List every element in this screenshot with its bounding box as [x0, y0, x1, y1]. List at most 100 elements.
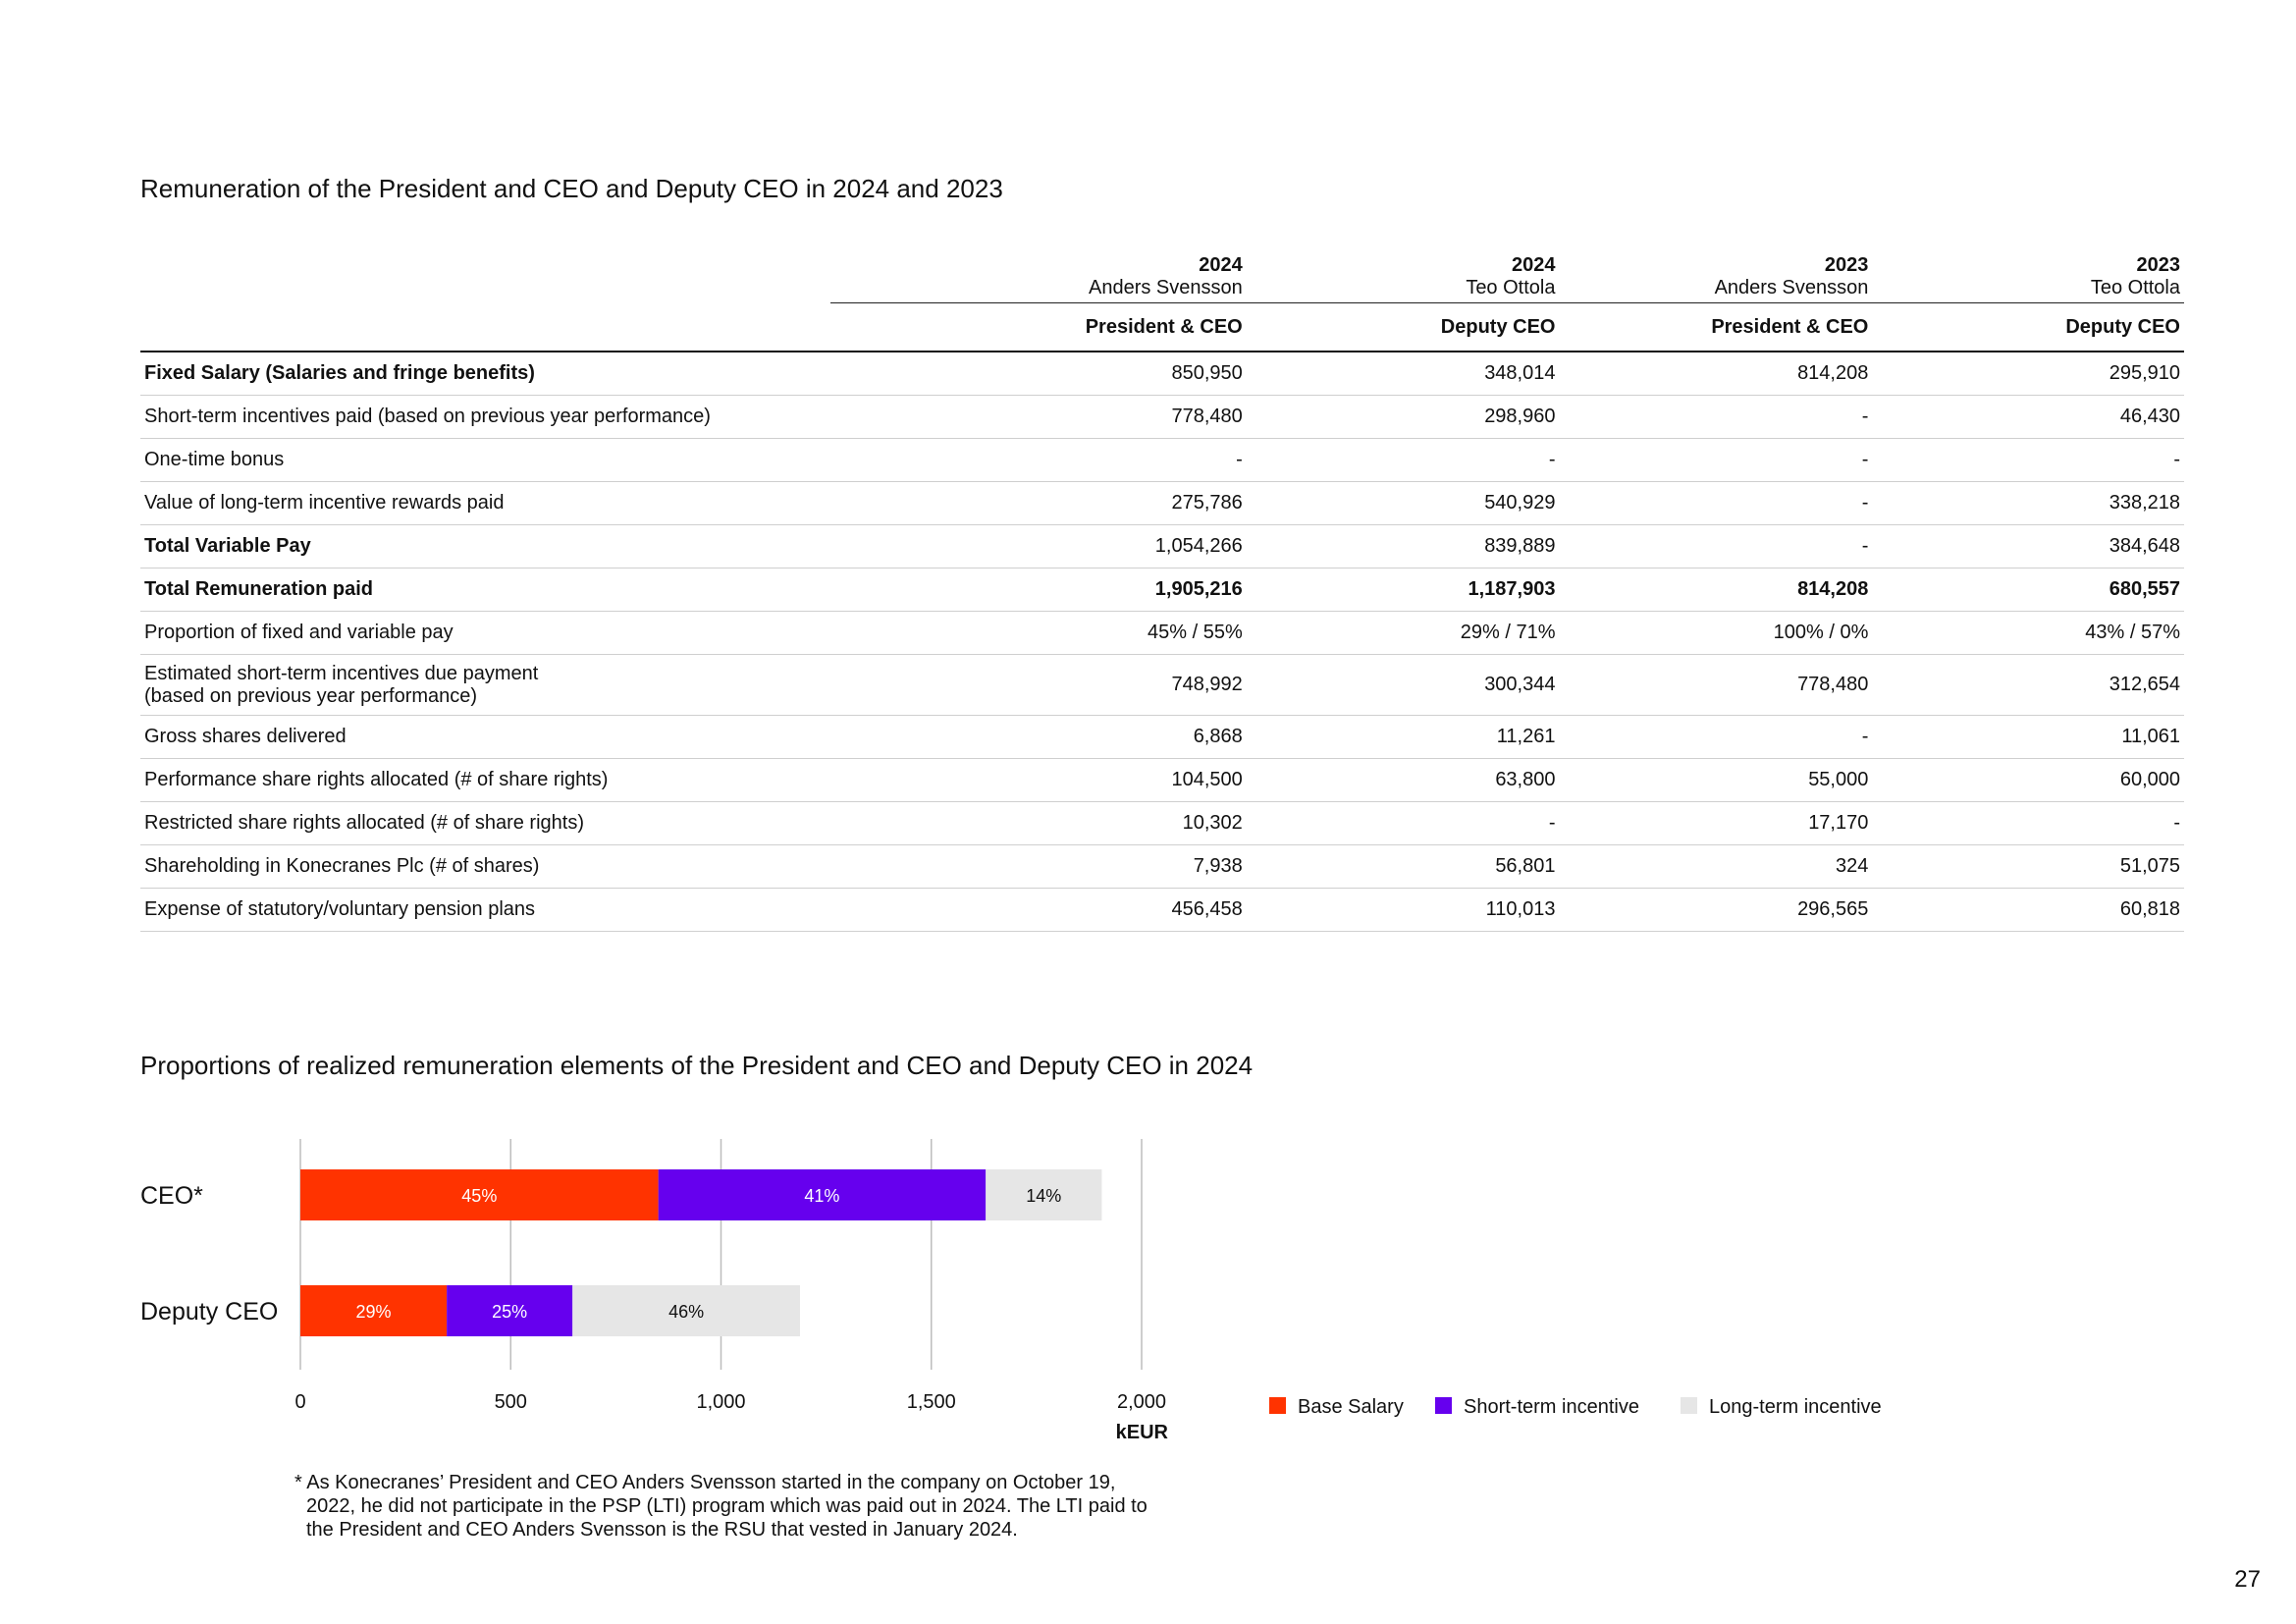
table-cell: 324	[1559, 844, 1873, 889]
table-row: Estimated short-term incentives due paym…	[140, 654, 2184, 716]
table-cell: 850,950	[968, 352, 1247, 396]
x-tick-label: 1,000	[696, 1391, 745, 1413]
row-label: Total Remuneration paid	[140, 568, 830, 612]
table-cell: -	[1872, 438, 2184, 482]
table-cell: 10,302	[968, 801, 1247, 845]
table-row: Gross shares delivered 6,868 11,261 - 11…	[140, 715, 2184, 759]
table-cell: 295,910	[1872, 352, 2184, 396]
data-label: 41%	[804, 1186, 839, 1206]
column-year: 2023	[2136, 254, 2181, 276]
table-cell: 298,960	[1246, 395, 1560, 439]
table-cell: -	[1246, 438, 1560, 482]
page-number: 27	[2234, 1566, 2261, 1593]
row-label-line: Estimated short-term incentives due paym…	[144, 662, 539, 684]
table-row: Short-term incentives paid (based on pre…	[140, 395, 2184, 439]
data-label: 45%	[461, 1186, 497, 1206]
table-cell: 51,075	[1872, 844, 2184, 889]
column-person: Teo Ottola	[1246, 277, 1560, 303]
category-label: CEO*	[140, 1182, 203, 1210]
table-cell: 456,458	[968, 888, 1247, 932]
footnote-text: * As Konecranes’ President and CEO Ander…	[294, 1472, 1148, 1541]
bar-segment	[658, 1169, 987, 1220]
table-cell: 814,208	[1559, 352, 1873, 396]
table-cell: 45% / 55%	[968, 611, 1247, 655]
legend-label: Short-term incentive	[1464, 1396, 1639, 1418]
table-cell: 100% / 0%	[1559, 611, 1873, 655]
row-label: Estimated short-term incentives due paym…	[140, 654, 830, 716]
bar-segment	[572, 1285, 801, 1336]
row-label: Shareholding in Konecranes Plc (# of sha…	[140, 844, 830, 889]
table-cell: 55,000	[1559, 758, 1873, 802]
table-cell: 11,261	[1246, 715, 1560, 759]
table-cell: -	[1559, 395, 1873, 439]
table-cell: 312,654	[1872, 654, 2184, 716]
x-tick-label: 0	[294, 1391, 305, 1413]
table-row: Total Remuneration paid 1,905,216 1,187,…	[140, 568, 2184, 612]
table-row: Performance share rights allocated (# of…	[140, 758, 2184, 802]
row-label: One-time bonus	[140, 438, 830, 482]
data-label: 14%	[1026, 1186, 1061, 1206]
bar-segment	[986, 1169, 1102, 1220]
bar-segment	[447, 1285, 573, 1336]
category-label: Deputy CEO	[140, 1298, 278, 1326]
table-cell: 6,868	[968, 715, 1247, 759]
column-role: Deputy CEO	[1872, 302, 2184, 352]
row-label: Total Variable Pay	[140, 524, 830, 568]
table-cell: -	[1872, 801, 2184, 845]
table-cell: 7,938	[968, 844, 1247, 889]
table-row: Total Variable Pay 1,054,266 839,889 - 3…	[140, 524, 2184, 568]
table-cell: 63,800	[1246, 758, 1560, 802]
table-cell: -	[1559, 715, 1873, 759]
table-cell: 46,430	[1872, 395, 2184, 439]
legend-swatch	[1269, 1397, 1286, 1414]
table-cell: 384,648	[1872, 524, 2184, 568]
table-cell: -	[1246, 801, 1560, 845]
column-person: Anders Svensson	[968, 277, 1247, 303]
x-tick-label: 2,000	[1117, 1391, 1166, 1413]
data-label: 46%	[668, 1302, 704, 1322]
table-cell: 104,500	[968, 758, 1247, 802]
table-row: Proportion of fixed and variable pay 45%…	[140, 611, 2184, 655]
table-cell: 814,208	[1559, 568, 1873, 612]
table-row: Value of long-term incentive rewards pai…	[140, 481, 2184, 525]
table-row: Restricted share rights allocated (# of …	[140, 801, 2184, 845]
table-cell: -	[968, 438, 1247, 482]
table-title: Remuneration of the President and CEO an…	[140, 174, 1003, 203]
column-year: 2024	[1511, 254, 1556, 276]
table-cell: -	[1559, 524, 1873, 568]
x-tick-label: 500	[495, 1391, 527, 1413]
table-cell: 60,818	[1872, 888, 2184, 932]
table-cell: 348,014	[1246, 352, 1560, 396]
table-cell: 296,565	[1559, 888, 1873, 932]
table-cell: 778,480	[968, 395, 1247, 439]
column-role: President & CEO	[1559, 302, 1873, 352]
table-cell: 11,061	[1872, 715, 2184, 759]
row-label: Expense of statutory/voluntary pension p…	[140, 888, 830, 932]
table-cell: -	[1559, 481, 1873, 525]
column-person: Anders Svensson	[1559, 277, 1873, 303]
table-cell: 110,013	[1246, 888, 1560, 932]
table-row: Fixed Salary (Salaries and fringe benefi…	[140, 352, 2184, 396]
column-year: 2023	[1824, 254, 1869, 276]
row-label: Fixed Salary (Salaries and fringe benefi…	[140, 352, 830, 396]
x-axis-label: kEUR	[1116, 1422, 1169, 1443]
legend-label: Long-term incentive	[1709, 1396, 1882, 1418]
row-label: Restricted share rights allocated (# of …	[140, 801, 830, 845]
table-row: Shareholding in Konecranes Plc (# of sha…	[140, 844, 2184, 889]
legend-label: Base Salary	[1298, 1396, 1404, 1418]
row-label: Proportion of fixed and variable pay	[140, 611, 830, 655]
table-cell: 1,187,903	[1246, 568, 1560, 612]
table-cell: -	[1559, 438, 1873, 482]
row-label: Value of long-term incentive rewards pai…	[140, 481, 830, 525]
table-cell: 60,000	[1872, 758, 2184, 802]
row-label: Short-term incentives paid (based on pre…	[140, 395, 830, 439]
table-cell: 1,054,266	[968, 524, 1247, 568]
x-tick-label: 1,500	[907, 1391, 956, 1413]
table-cell: 540,929	[1246, 481, 1560, 525]
row-label: Performance share rights allocated (# of…	[140, 758, 830, 802]
chart-title: Proportions of realized remuneration ele…	[140, 1051, 1254, 1080]
legend-swatch	[1681, 1397, 1697, 1414]
bar-segment	[300, 1285, 448, 1336]
bar-segment	[300, 1169, 659, 1220]
